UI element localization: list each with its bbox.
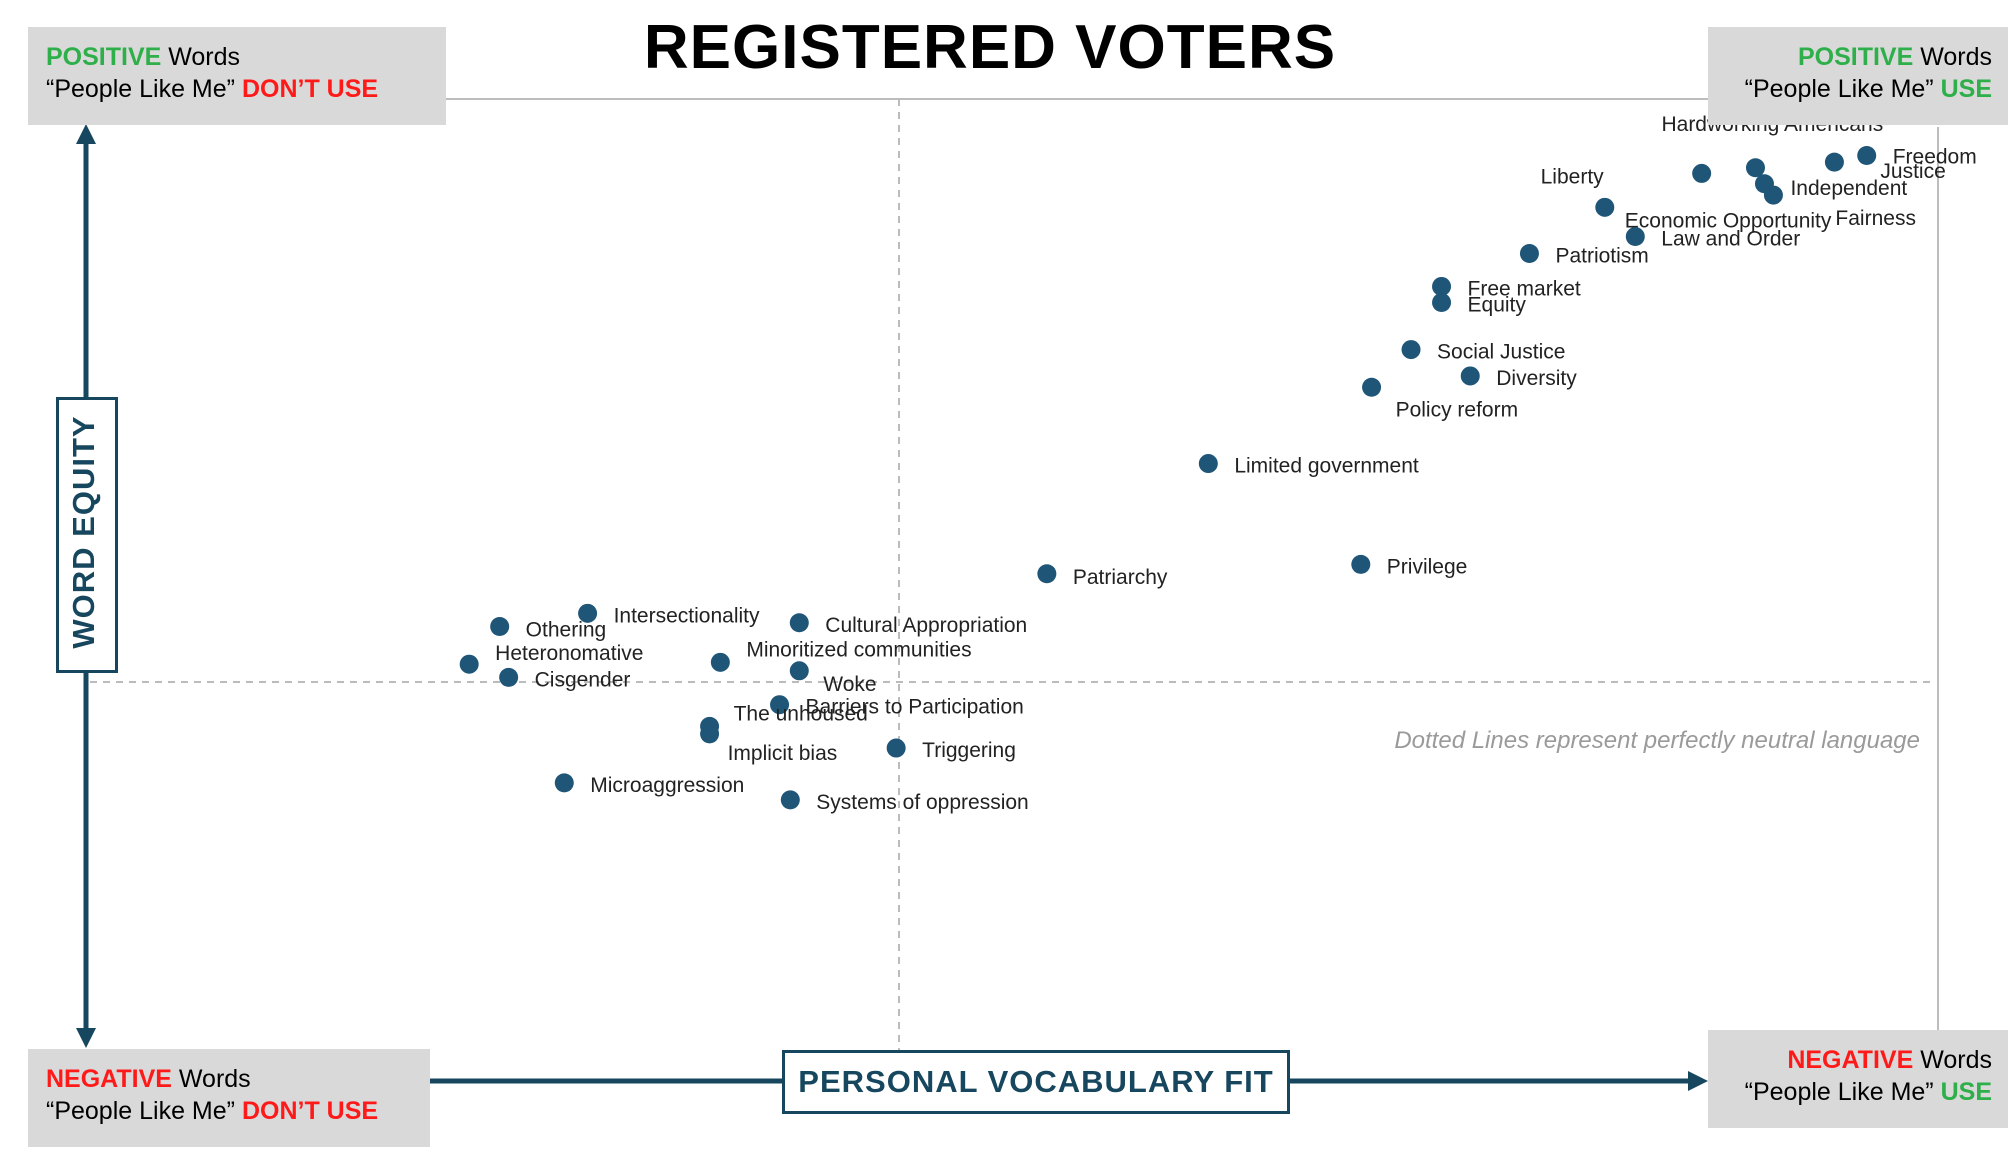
corner-usage: DON’T USE bbox=[241, 1097, 379, 1125]
x-axis-label: PERSONAL VOCABULARY FIT bbox=[798, 1064, 1274, 1099]
data-point bbox=[1432, 292, 1452, 312]
y-axis-label: WORD EQUITY bbox=[66, 415, 101, 649]
data-point bbox=[578, 603, 598, 623]
data-point bbox=[1519, 243, 1539, 263]
y-axis-arrowhead-up bbox=[76, 124, 96, 144]
data-point-label: Liberty bbox=[1541, 165, 1605, 188]
corner-word: Words bbox=[161, 43, 241, 71]
corner-usage: USE bbox=[1940, 75, 1992, 103]
data-point-label: Implicit bias bbox=[728, 742, 838, 765]
data-point-label: Intersectionality bbox=[614, 604, 760, 627]
data-point bbox=[770, 695, 790, 715]
corner-usage: DON’T USE bbox=[241, 75, 379, 103]
data-point bbox=[1857, 146, 1877, 166]
data-point bbox=[1401, 340, 1421, 360]
data-point bbox=[886, 738, 906, 758]
data-point-label: Justice bbox=[1880, 160, 1945, 183]
corner-quote: “People Like Me” bbox=[46, 75, 242, 103]
data-point-label: Patriotism bbox=[1555, 244, 1648, 267]
corner-quote: “People Like Me” bbox=[46, 1097, 242, 1125]
data-point bbox=[1625, 227, 1645, 247]
data-point bbox=[700, 724, 720, 744]
points-layer: FreedomJusticeHardworking AmericansIndep… bbox=[459, 113, 1977, 814]
corner-sentiment: POSITIVE bbox=[46, 43, 162, 71]
data-point-label: Freedom bbox=[1893, 146, 1977, 169]
data-point bbox=[1824, 152, 1844, 172]
data-point bbox=[1351, 554, 1371, 574]
data-point bbox=[789, 661, 809, 681]
data-point-label: Othering bbox=[526, 619, 607, 642]
data-point-label: Free market bbox=[1468, 277, 1581, 300]
x-axis-label-box: PERSONAL VOCABULARY FIT bbox=[782, 1050, 1290, 1114]
data-point-label: Diversity bbox=[1496, 367, 1577, 390]
corner-quote: “People Like Me” bbox=[1744, 75, 1941, 103]
data-point bbox=[789, 613, 809, 633]
data-point bbox=[780, 790, 800, 810]
data-point bbox=[1198, 454, 1218, 474]
data-point bbox=[1692, 163, 1712, 183]
y-axis-arrowhead-down bbox=[76, 1028, 96, 1048]
data-point-label: Policy reform bbox=[1396, 398, 1519, 421]
x-axis-arrowhead-right bbox=[1688, 1071, 1708, 1091]
data-point-label: Independent bbox=[1790, 177, 1907, 200]
data-point-label: Social Justice bbox=[1437, 341, 1565, 364]
y-axis-label-box bbox=[56, 397, 118, 673]
data-point bbox=[1595, 197, 1615, 217]
data-point-label: Barriers to Participation bbox=[806, 696, 1024, 719]
corner-top-left: POSITIVE Words “People Like Me” DON’T US… bbox=[28, 27, 446, 125]
data-point-label: Woke bbox=[823, 673, 876, 696]
corner-word: Words bbox=[1913, 43, 1992, 71]
data-point-label: Law and Order bbox=[1661, 228, 1800, 251]
data-point bbox=[1460, 366, 1480, 386]
corner-word: Words bbox=[1913, 1046, 1992, 1074]
corner-word: Words bbox=[171, 1065, 251, 1093]
data-point-label: Limited government bbox=[1234, 455, 1419, 478]
data-point-label: Patriarchy bbox=[1073, 566, 1168, 589]
data-point-label: The unhoused bbox=[734, 702, 868, 725]
data-point-label: Minoritized communities bbox=[746, 638, 971, 661]
data-point-label: Cultural Appropriation bbox=[825, 614, 1027, 637]
data-point-label: Privilege bbox=[1387, 555, 1468, 578]
data-point bbox=[459, 654, 479, 674]
chart-title: REGISTERED VOTERS bbox=[643, 13, 1337, 82]
data-point-label: Heteronomative bbox=[495, 642, 643, 665]
data-point-label: Equity bbox=[1468, 293, 1527, 316]
corner-sentiment: NEGATIVE bbox=[46, 1065, 172, 1093]
data-point bbox=[490, 617, 510, 637]
data-point-label: Economic Opportunity bbox=[1625, 209, 1832, 232]
data-point bbox=[1432, 276, 1452, 296]
data-point bbox=[1362, 377, 1382, 397]
corner-usage: USE bbox=[1940, 1078, 1992, 1106]
corner-top-right: POSITIVE Words “People Like Me” USE bbox=[1708, 27, 2008, 125]
data-point bbox=[1037, 564, 1057, 584]
data-point bbox=[499, 667, 519, 687]
corner-quote: “People Like Me” bbox=[1744, 1078, 1941, 1106]
data-point bbox=[554, 773, 574, 793]
corner-sentiment: POSITIVE bbox=[1797, 43, 1914, 71]
data-point bbox=[1763, 185, 1783, 205]
corner-bottom-left: NEGATIVE Words “People Like Me” DON’T US… bbox=[28, 1049, 430, 1147]
neutral-line-note: Dotted Lines represent perfectly neutral… bbox=[1394, 727, 1920, 754]
data-point-label: Cisgender bbox=[535, 668, 631, 691]
data-point bbox=[710, 652, 730, 672]
corner-sentiment: NEGATIVE bbox=[1787, 1046, 1914, 1074]
corner-bottom-right: NEGATIVE Words “People Like Me” USE bbox=[1708, 1030, 2008, 1128]
data-point-label: Microaggression bbox=[590, 774, 744, 797]
data-point-label: Fairness bbox=[1835, 207, 1916, 230]
data-point-label: Triggering bbox=[922, 739, 1016, 762]
data-point-label: Systems of oppression bbox=[816, 791, 1028, 814]
data-point bbox=[1745, 158, 1765, 178]
